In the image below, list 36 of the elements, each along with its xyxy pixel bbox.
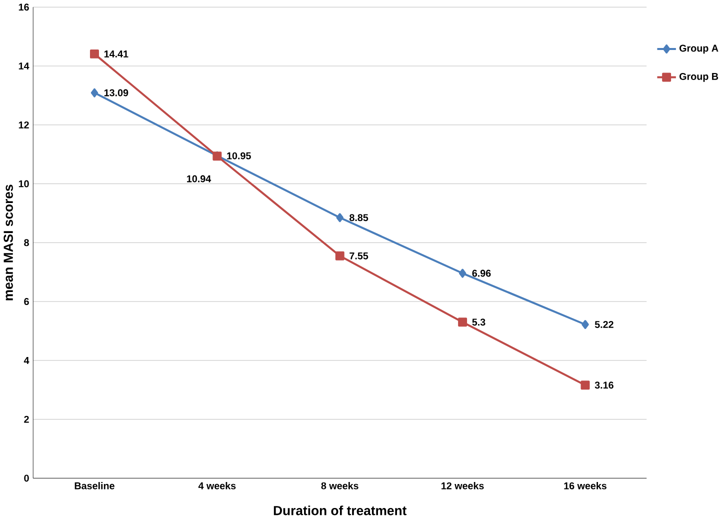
x-tick-label: 16 weeks — [564, 482, 606, 490]
y-tick-label: 0 — [24, 474, 29, 482]
y-tick-label: 4 — [24, 357, 30, 364]
point — [458, 318, 468, 327]
data-label: 5.3 — [472, 318, 486, 326]
data-label: 8.85 — [350, 214, 368, 222]
data-label: 10.95 — [227, 152, 251, 160]
x-tick-label: Baseline — [74, 482, 114, 490]
data-label: 10.94 — [187, 175, 212, 182]
data-label: 6.96 — [472, 270, 491, 277]
y-axis-title: mean MASI scores — [4, 184, 13, 300]
x-tick-label: 4 weeks — [198, 482, 236, 490]
data-label: 5.22 — [594, 321, 614, 328]
data-label: 13.09 — [104, 89, 128, 96]
data-label: 3.16 — [594, 382, 614, 389]
x-tick-label: 12 weeks — [442, 482, 484, 490]
point — [335, 251, 344, 260]
legend-label: Group A — [680, 44, 718, 54]
y-tick-label: 8 — [24, 239, 29, 246]
y-tick-label: 2 — [24, 416, 29, 423]
point — [458, 268, 466, 278]
y-tick-label: 10 — [18, 180, 29, 188]
y-tick-label: 6 — [24, 298, 29, 306]
data-label: 7.55 — [350, 252, 368, 260]
point — [580, 380, 590, 390]
data-label: 14.41 — [104, 50, 128, 58]
y-tick-label: 14 — [18, 62, 30, 70]
y-tick-label: 16 — [18, 4, 29, 11]
point — [582, 320, 589, 330]
point — [336, 213, 344, 222]
point — [90, 50, 99, 58]
point — [90, 88, 98, 98]
x-axis-title: Duration of treatment — [274, 506, 407, 516]
y-tick-label: 12 — [18, 121, 29, 128]
x-tick-label: 8 weeks — [321, 482, 358, 490]
legend-label: Group B — [680, 73, 718, 82]
